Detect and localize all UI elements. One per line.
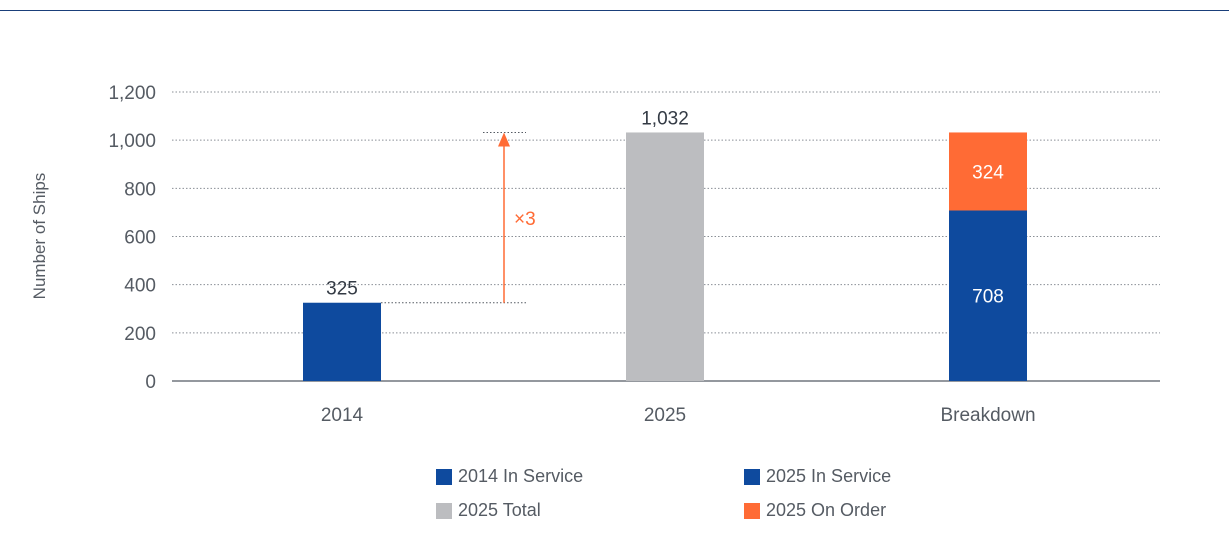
bar-2025-total [626,132,704,381]
y-tick-label: 1,000 [108,131,156,152]
y-axis-label: Number of Ships [30,173,49,300]
legend-item-2025-total: 2025 Total [436,500,541,521]
data-label-breakdown-on-order: 324 [972,162,1004,183]
data-label-2014: 325 [326,279,358,300]
legend-item-2025-in-service: 2025 In Service [744,466,891,487]
y-tick-label: 600 [124,228,156,249]
legend-swatch [744,502,760,519]
growth-arrow-head [498,132,510,147]
y-tick-label: 200 [124,324,156,345]
y-tick-label: 800 [124,179,156,200]
legend-swatch [436,468,452,485]
x-tick-label: Breakdown [940,405,1035,426]
y-tick-label: 400 [124,276,156,297]
legend-item-2014-in-service: 2014 In Service [436,466,583,487]
bar-2014-in-service [303,302,381,381]
x-tick-label: 2025 [644,405,686,426]
top-divider [0,10,1229,11]
bar-2025-in-service [949,210,1027,381]
bar-2025-on-order [949,132,1027,211]
legend-item-2025-on-order: 2025 On Order [744,500,886,521]
legend-label: 2014 In Service [458,466,584,486]
legend-swatch [744,468,760,485]
legend-label: 2025 In Service [766,466,892,486]
data-label-breakdown-in-service: 708 [972,287,1004,308]
legend-label: 2025 Total [458,500,541,520]
y-tick-label: 1,200 [108,83,156,104]
y-tick-label: 0 [145,372,156,393]
legend-swatch [436,502,452,519]
growth-annotation-label: ×3 [514,209,536,230]
data-label-2025: 1,032 [641,108,689,129]
x-tick-label: 2014 [321,405,364,426]
legend-label: 2025 On Order [766,500,887,520]
